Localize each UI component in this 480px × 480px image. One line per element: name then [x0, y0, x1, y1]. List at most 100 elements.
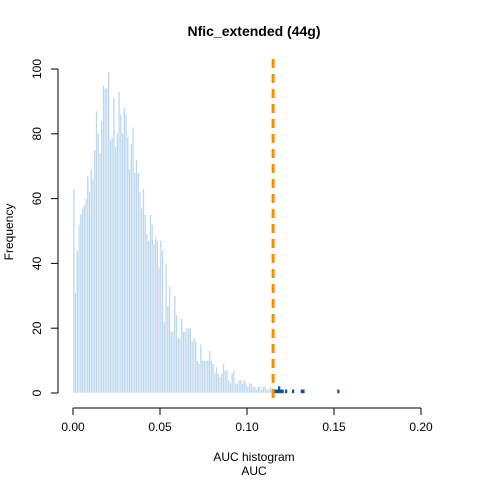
histogram-bar: [97, 133, 100, 394]
histogram-bar: [218, 376, 222, 394]
histogram-bar: [222, 363, 225, 394]
histogram-bar: [86, 175, 89, 394]
y-tick-label: 60: [30, 192, 44, 206]
histogram-bar: [205, 360, 208, 394]
y-tick-label: 0: [30, 389, 44, 396]
histogram-bar: [168, 285, 171, 394]
histogram-bar: [121, 133, 124, 394]
histogram-bar: [93, 149, 96, 394]
histogram-bar: [124, 114, 128, 394]
histogram-bar: [187, 328, 190, 394]
histogram-bar: [161, 250, 164, 394]
x-axis-label: AUC histogram: [213, 450, 294, 464]
y-axis: 0 20 40 60 80 100: [30, 59, 59, 396]
histogram-bar: [83, 204, 86, 394]
histogram-bar: [229, 383, 232, 394]
x-axis: 0.00 0.05 0.10 0.15 0.20: [61, 407, 433, 434]
histogram-bar: [154, 237, 157, 394]
histogram-bar: [238, 379, 241, 394]
histogram-bar: [185, 328, 189, 394]
histogram-bar: [126, 136, 129, 394]
histogram-bar: [278, 386, 281, 394]
histogram-bar: [128, 169, 131, 394]
histogram-bar: [269, 386, 272, 394]
y-tick-label: 20: [30, 321, 44, 335]
chart-title: Nfic_extended (44g): [187, 23, 320, 39]
x-tick-label: 0.20: [409, 420, 433, 434]
histogram-bar: [220, 373, 223, 394]
histogram-bar: [215, 366, 218, 394]
histogram-bar: [130, 143, 133, 394]
histogram-bar: [131, 127, 135, 394]
histogram-bar: [302, 389, 305, 394]
histogram-bar: [217, 373, 220, 394]
histogram-bar: [137, 172, 140, 394]
histogram-bar: [90, 169, 93, 394]
histogram-bar: [231, 373, 234, 394]
histogram-bar: [84, 198, 88, 394]
histogram-bar: [100, 120, 103, 394]
histogram-bar: [177, 337, 180, 394]
histogram-bar: [95, 110, 98, 394]
histogram-bar: [206, 360, 209, 394]
histogram-bar: [76, 250, 79, 394]
histogram-bar: [114, 146, 117, 394]
histogram-bar: [253, 386, 256, 394]
histogram-bar: [145, 234, 149, 394]
x-tick-label: 0.05: [148, 420, 172, 434]
histogram-bar: [210, 360, 213, 394]
histogram-bar: [258, 386, 262, 394]
histogram-bar: [194, 340, 197, 394]
histogram-bar: [213, 373, 216, 394]
histogram-bar: [166, 305, 169, 394]
histogram-bar: [171, 331, 175, 394]
histogram-bar: [175, 315, 178, 394]
histogram-bar: [265, 389, 269, 394]
histogram-bar: [163, 321, 166, 394]
histogram-bar: [140, 208, 143, 394]
histogram-bar: [267, 389, 270, 394]
histogram-bar: [74, 292, 77, 394]
histogram-bar: [142, 188, 145, 394]
histogram-bar: [337, 389, 340, 394]
histogram-bar: [109, 140, 112, 394]
histogram-bar: [138, 191, 142, 394]
histogram-bar: [292, 389, 295, 394]
histogram-bar: [149, 214, 152, 394]
histogram-bar: [107, 72, 110, 394]
histogram-bar: [243, 379, 246, 394]
histogram-bar: [119, 114, 122, 394]
histogram-bar: [133, 172, 136, 394]
histogram-bar: [255, 389, 258, 394]
y-tick-label: 80: [30, 127, 44, 141]
histogram-bar: [180, 318, 183, 394]
histogram-bar: [170, 331, 173, 394]
histogram-bar: [239, 379, 242, 394]
histogram-bar: [274, 389, 277, 394]
histogram-bar: [118, 91, 121, 394]
histogram-bar: [156, 240, 159, 394]
histogram-bar: [79, 214, 82, 394]
histogram-bar: [196, 360, 199, 394]
y-tick-label: 100: [30, 59, 44, 79]
histogram-bar: [281, 389, 284, 394]
histogram-bar: [72, 188, 75, 394]
histogram-bar: [201, 360, 204, 394]
histogram-bar: [144, 214, 147, 394]
histogram-bar: [165, 263, 168, 394]
histogram-bar: [276, 389, 279, 394]
histogram-bar: [91, 178, 95, 394]
histogram-bar: [116, 133, 119, 394]
histogram-bar: [173, 295, 176, 394]
histogram-bar: [88, 191, 91, 394]
histogram-bar: [241, 383, 244, 394]
histogram-bar: [260, 389, 263, 394]
x-axis-sublabel: AUC: [241, 464, 267, 478]
histogram-bar: [105, 88, 108, 394]
histogram-bar: [252, 386, 255, 394]
histogram-bars: [72, 72, 340, 394]
histogram-bar: [111, 136, 114, 394]
histogram-bar: [189, 328, 192, 394]
histogram-bar: [257, 386, 260, 394]
histogram-bar: [208, 350, 211, 394]
